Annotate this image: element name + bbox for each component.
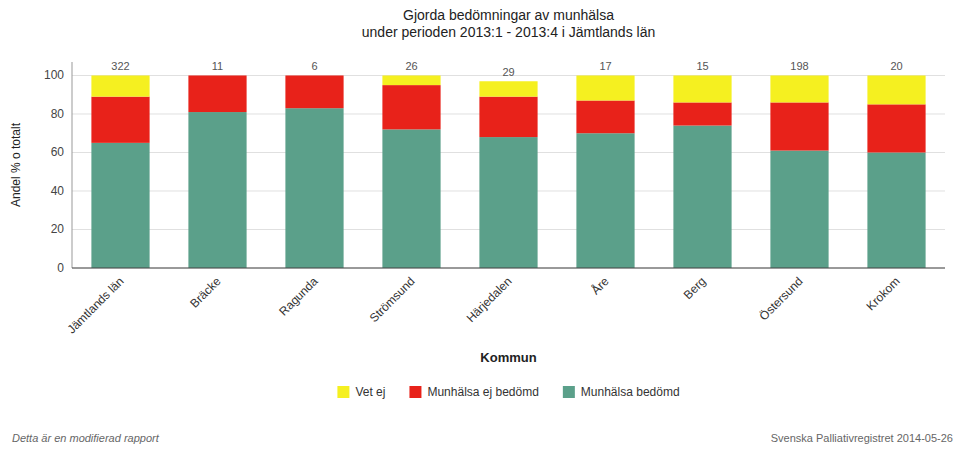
bars — [91, 75, 925, 268]
y-axis-label: Andel % o totalt — [9, 122, 23, 207]
bar-segment — [770, 75, 828, 102]
bar-segment — [479, 97, 537, 137]
bar-segment — [576, 75, 634, 100]
footer-note: Detta är en modifierad rapport — [12, 432, 160, 444]
count-label: 6 — [311, 60, 317, 72]
grid — [72, 75, 945, 268]
count-label: 20 — [890, 60, 902, 72]
bar-segment — [576, 101, 634, 134]
bar-segment — [867, 104, 925, 152]
legend-label: Munhälsa bedömd — [581, 385, 680, 399]
bar-segment — [188, 75, 246, 112]
x-tick-label: Härjedalen — [464, 274, 515, 325]
bar-segment — [770, 151, 828, 268]
bar-segment — [673, 75, 731, 102]
legend-swatch — [409, 386, 421, 398]
count-label: 198 — [790, 60, 808, 72]
x-axis-label: Kommun — [480, 350, 536, 365]
bar-segment — [382, 129, 440, 268]
bar-segment — [91, 97, 149, 143]
y-tick-label: 40 — [51, 184, 65, 198]
chart: Gjorda bedömningar av munhälsaunder peri… — [0, 0, 965, 450]
x-axis-line — [72, 268, 945, 269]
count-label: 17 — [599, 60, 611, 72]
grid-line — [72, 268, 945, 269]
bar-segment — [285, 75, 343, 76]
legend-swatch — [563, 386, 575, 398]
bar-segment — [673, 102, 731, 125]
y-tick-label: 80 — [51, 107, 65, 121]
bar-segment — [867, 152, 925, 268]
bar-segment — [91, 143, 149, 268]
bar-segment — [576, 133, 634, 268]
y-tick-label: 0 — [57, 261, 64, 275]
legend-label: Vet ej — [355, 385, 385, 399]
x-tick-label: Bräcke — [187, 274, 224, 311]
bar-segment — [285, 108, 343, 268]
bar-segment — [188, 75, 246, 76]
y-tick-label: 20 — [51, 222, 65, 236]
bar-segment — [479, 137, 537, 268]
title: Gjorda bedömningar av munhälsaunder peri… — [362, 7, 655, 40]
legend-label: Munhälsa ej bedömd — [427, 385, 538, 399]
x-tick-label: Jämtlands län — [64, 274, 126, 336]
x-tick-label: Berg — [681, 274, 709, 302]
bar-segment — [382, 75, 440, 85]
x-tick-label: Krokom — [863, 274, 902, 313]
legend: Vet ej Munhälsa ej bedömd Munhälsa bedömd — [337, 385, 679, 399]
bar-segment — [867, 75, 925, 104]
chart-container: Gjorda bedömningar av munhälsaunder peri… — [0, 0, 965, 450]
bar-segment — [382, 85, 440, 129]
count-label: 29 — [502, 66, 514, 78]
y-tick-label: 100 — [44, 68, 64, 82]
bar-segment — [673, 126, 731, 268]
x-tick-label: Östersund — [757, 274, 806, 323]
count-label: 15 — [696, 60, 708, 72]
bar-segment — [91, 75, 149, 96]
footer-note: Svenska Palliativregistret 2014-05-26 — [771, 432, 953, 444]
bar-segment — [188, 112, 246, 268]
x-tick-label: Åre — [588, 273, 612, 297]
legend-swatch — [337, 386, 349, 398]
y-tick-label: 60 — [51, 145, 65, 159]
bar-segment — [770, 102, 828, 150]
count-label: 26 — [405, 60, 417, 72]
bar-segment — [285, 75, 343, 108]
bar-segment — [479, 81, 537, 96]
y-axis-line — [72, 62, 73, 268]
x-tick-label: Ragunda — [276, 274, 321, 319]
count-label: 322 — [111, 60, 129, 72]
x-tick-label: Strömsund — [367, 274, 418, 325]
count-label: 11 — [212, 60, 223, 72]
